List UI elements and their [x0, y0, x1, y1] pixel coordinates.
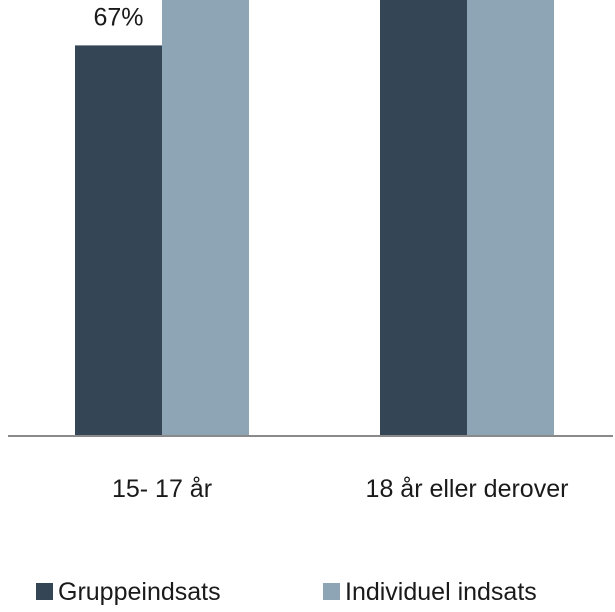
bar-1-gruppeindsats: [75, 45, 162, 436]
category-labels-group: 15- 17 år 18 år eller derover: [112, 475, 568, 503]
bar-1-individuel-indsats: [162, 0, 249, 436]
category-label: 18 år eller derover: [366, 475, 569, 503]
bars-group: [75, 0, 554, 436]
bar-2-individuel-indsats: [467, 0, 554, 436]
legend-label: Gruppeindsats: [58, 578, 221, 606]
bar-2-gruppeindsats: [380, 0, 467, 436]
legend-label: Individuel indsats: [345, 578, 537, 606]
legend: Gruppeindsats Individuel indsats: [36, 578, 537, 606]
value-label: 67%: [93, 3, 143, 31]
legend-swatch-gruppeindsats: [36, 583, 53, 600]
legend-swatch-individuel-indsats: [323, 583, 340, 600]
category-label: 15- 17 år: [112, 475, 212, 503]
value-labels-group: 67%85%87%95%: [93, 3, 143, 31]
